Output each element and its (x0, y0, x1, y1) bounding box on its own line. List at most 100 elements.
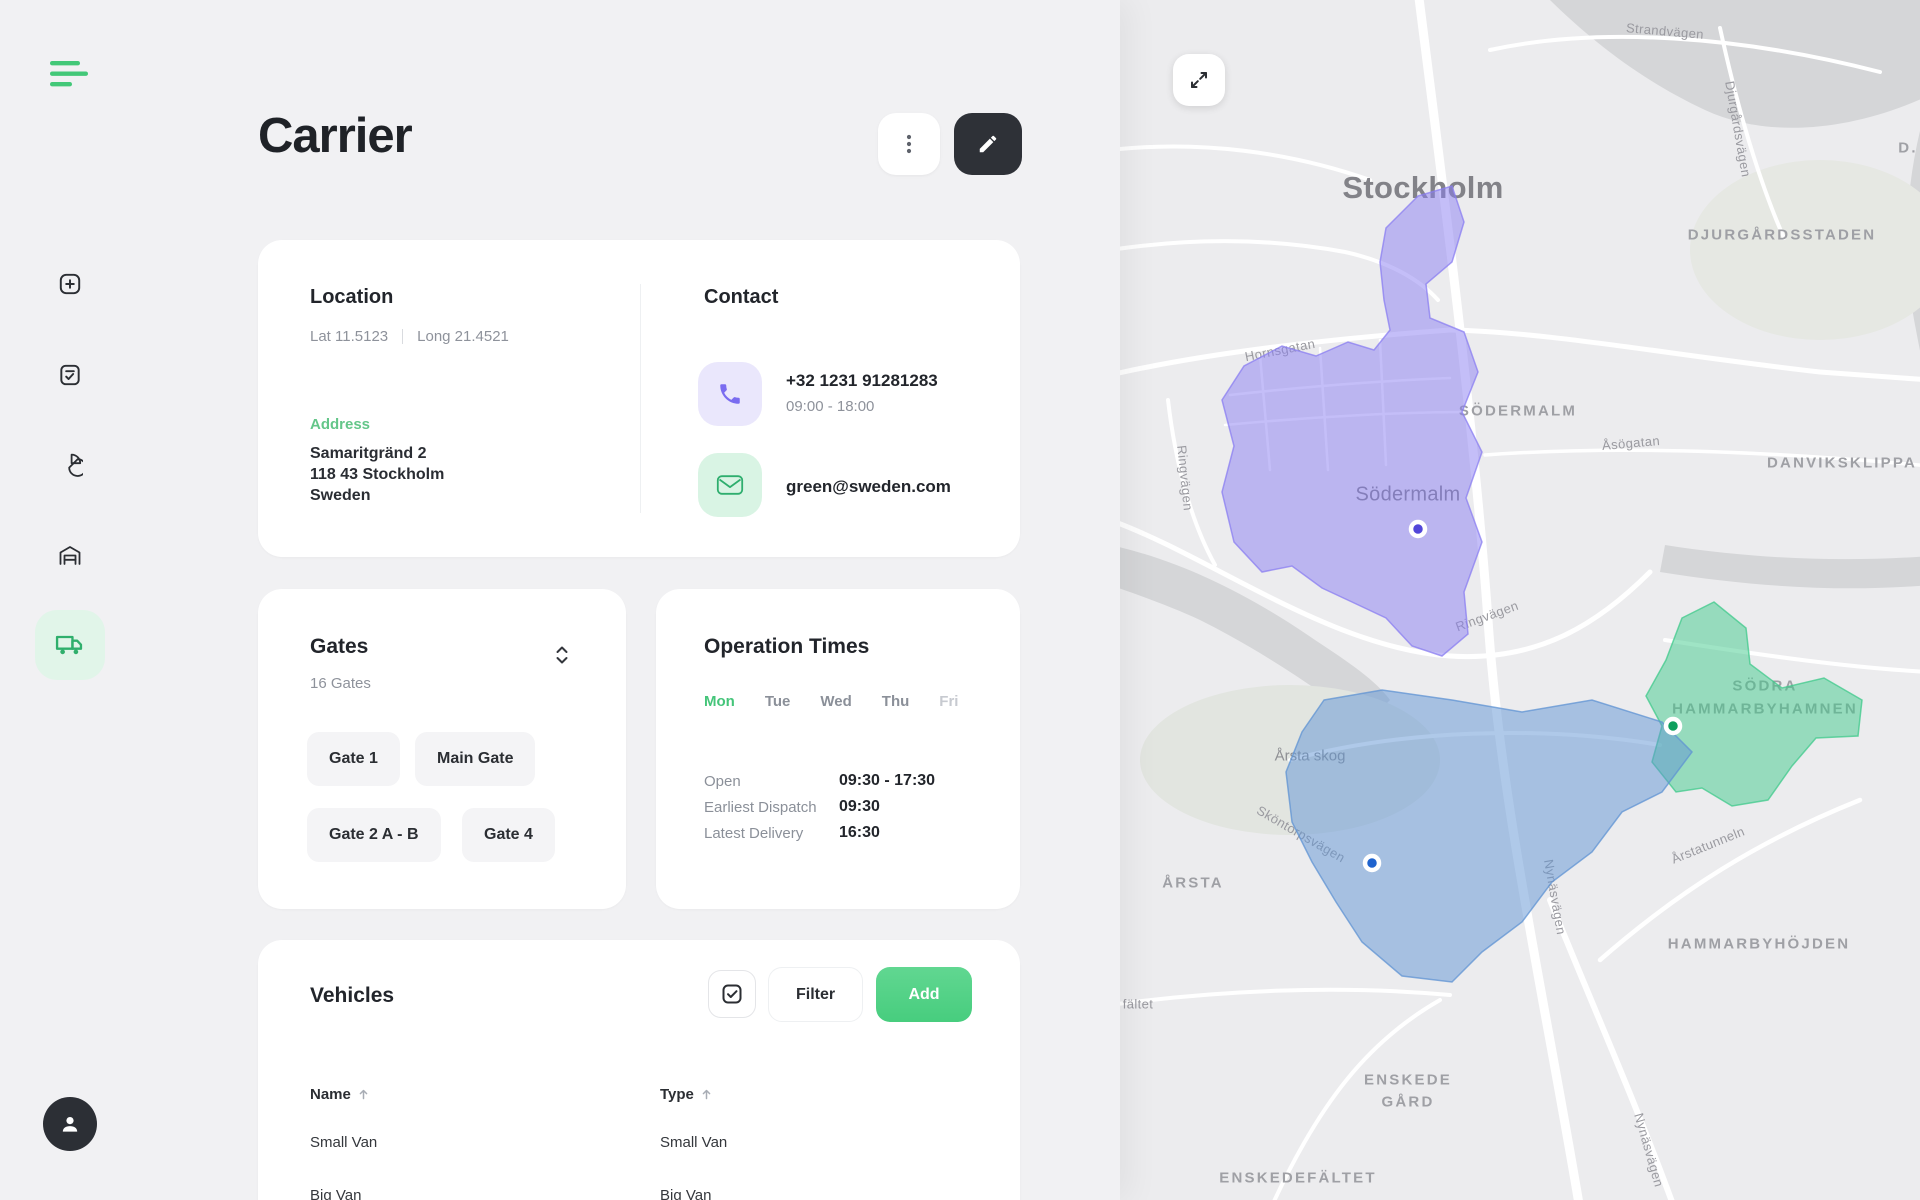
operation-times-title: Operation Times (704, 635, 870, 658)
gate-button[interactable]: Gate 4 (462, 808, 555, 862)
truck-icon (55, 635, 83, 655)
mail-icon-badge (698, 453, 762, 517)
zone-purple[interactable] (1221, 185, 1483, 657)
map-area-label: SÖDERMALM (1458, 402, 1578, 420)
sort-arrow-up-icon (359, 1089, 368, 1100)
latitude: Lat 11.5123 (310, 328, 389, 345)
plus-square-icon (59, 273, 81, 295)
map[interactable]: Stockholm DJURGÅRDSSTADEN SÖDERMALM Söde… (1120, 0, 1920, 1200)
marker-green[interactable] (1663, 716, 1683, 736)
map-area-label: DANVIKSKLIPPA (1767, 454, 1917, 472)
ops-label: Open (704, 773, 741, 790)
location-title: Location (310, 286, 394, 308)
mail-icon (716, 475, 744, 495)
ops-row: Open 09:30 - 17:30 (704, 772, 996, 790)
map-area-label: ENSKEDEFÄLTET (1219, 1169, 1377, 1187)
marker-purple[interactable] (1408, 519, 1428, 539)
expand-icon (1191, 72, 1207, 88)
orders-icon (60, 364, 80, 386)
add-button[interactable]: Add (876, 967, 972, 1022)
phone-hours: 09:00 - 18:00 (786, 398, 875, 415)
column-header-type[interactable]: Type (660, 1086, 712, 1103)
ops-value: 09:30 (839, 798, 880, 815)
address-label: Address (310, 416, 371, 433)
warehouse-icon (59, 546, 81, 565)
cell-name: Small Van (310, 1134, 378, 1151)
day-tabs: Mon Tue Wed Thu Fri (704, 693, 958, 710)
ops-value: 09:30 - 17:30 (839, 772, 936, 789)
column-label: Type (660, 1086, 694, 1103)
gates-title: Gates (310, 635, 369, 658)
gate-button[interactable]: Gate 1 (307, 732, 400, 786)
map-base-layer (1120, 0, 1920, 1200)
ops-row: Earliest Dispatch 09:30 (704, 798, 996, 816)
menu-icon[interactable] (50, 60, 88, 88)
sidebar-item-add[interactable] (50, 264, 90, 304)
person-icon (62, 1117, 78, 1132)
page-title: Carrier (258, 109, 413, 163)
lat-long: Lat 11.5123 Long 21.4521 (310, 328, 509, 345)
tab-fri[interactable]: Fri (939, 693, 959, 710)
gate-button[interactable]: Gate 2 A - B (307, 808, 441, 862)
vehicles-card: Vehicles Filter Add Name Type Small Van … (258, 940, 1020, 1200)
filter-button[interactable]: Filter (768, 967, 864, 1022)
column-header-name[interactable]: Name (310, 1086, 369, 1103)
tab-thu[interactable]: Thu (881, 693, 910, 710)
gates-card: Gates 16 Gates Gate 1 Main Gate Gate 2 A… (258, 589, 626, 909)
sidebar-item-orders[interactable] (50, 355, 90, 395)
column-label: Name (310, 1086, 351, 1103)
tab-wed[interactable]: Wed (820, 693, 852, 710)
vehicles-title: Vehicles (310, 984, 395, 1007)
edit-button[interactable] (954, 113, 1022, 175)
vertical-divider (640, 284, 641, 513)
map-area-label: ENSKEDE (1364, 1071, 1452, 1089)
ops-row: Latest Delivery 16:30 (704, 824, 996, 842)
pie-chart-icon (68, 453, 83, 477)
cell-name: Big Van (310, 1187, 362, 1200)
operation-times-card: Operation Times Mon Tue Wed Thu Fri Open… (656, 589, 1020, 909)
user-avatar[interactable] (43, 1097, 97, 1151)
sidebar-item-warehouse[interactable] (50, 535, 90, 575)
tab-mon[interactable]: Mon (704, 693, 735, 710)
address-line: Samaritgränd 2 (310, 445, 427, 462)
address: Samaritgränd 2 118 43 Stockholm Sweden (310, 443, 444, 506)
hamburger-icon (50, 61, 88, 87)
app-panel: Carrier Location Lat 11.5123 Long 21.452… (35, 60, 1022, 1200)
pencil-icon (979, 135, 997, 153)
sidebar-item-analytics[interactable] (50, 445, 90, 485)
sidebar-item-carrier-active[interactable] (35, 610, 105, 680)
ops-label: Earliest Dispatch (704, 799, 817, 816)
checkbox-checked-icon (722, 984, 742, 1004)
map-area-label: ÅRSTA (1162, 874, 1224, 892)
ops-value: 16:30 (839, 824, 880, 841)
cell-type: Big Van (660, 1187, 712, 1200)
address-line: Sweden (310, 487, 371, 504)
map-area-label: D. (1898, 139, 1918, 157)
cell-type: Small Van (660, 1134, 728, 1151)
info-card: Location Lat 11.5123 Long 21.4521 Addres… (258, 240, 1020, 557)
gates-sort-button[interactable] (552, 643, 572, 667)
phone-icon (720, 384, 740, 404)
map-area-label: HAMMARBYHÖJDEN (1667, 935, 1851, 953)
address-line: 118 43 Stockholm (310, 466, 445, 483)
kebab-menu-icon (906, 134, 912, 154)
map-area-label: GÅRD (1381, 1093, 1435, 1111)
divider (402, 329, 404, 344)
phone-number: +32 1231 91281283 (786, 371, 938, 390)
map-expand-button[interactable] (1173, 54, 1225, 106)
contact-title: Contact (704, 286, 779, 308)
ops-label: Latest Delivery (704, 825, 804, 842)
zone-green[interactable] (1645, 601, 1863, 807)
gates-count: 16 Gates (310, 675, 371, 692)
marker-blue[interactable] (1362, 853, 1382, 873)
email: green@sweden.com (786, 477, 951, 496)
select-all-checkbox[interactable] (708, 970, 756, 1018)
phone-icon-badge (698, 362, 762, 426)
map-area-label: DJURGÅRDSSTADEN (1687, 226, 1877, 244)
tab-tue[interactable]: Tue (764, 693, 791, 710)
longitude: Long 21.4521 (417, 328, 509, 345)
more-options-button[interactable] (878, 113, 940, 175)
gate-button[interactable]: Main Gate (415, 732, 536, 786)
map-street-label: fältet (1122, 996, 1154, 1012)
zone-blue[interactable] (1285, 689, 1693, 983)
